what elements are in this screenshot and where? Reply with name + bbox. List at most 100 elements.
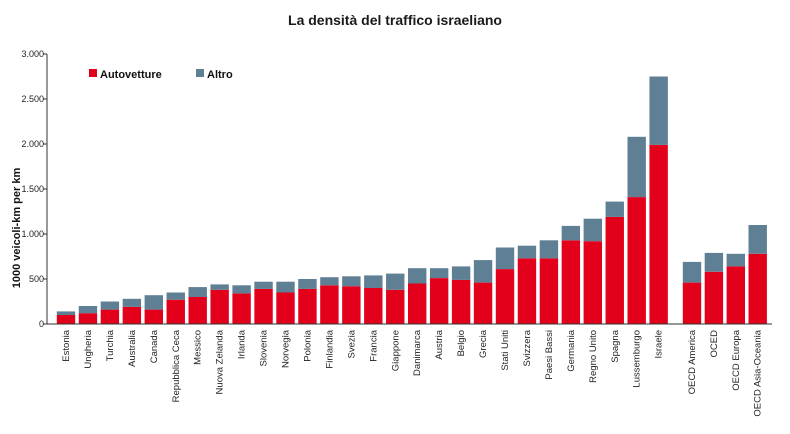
x-tick-label: Australia <box>127 329 138 367</box>
bar-autovetture <box>627 197 646 324</box>
legend-label-autovetture: Autovetture <box>100 69 162 81</box>
bar-altro <box>144 295 163 310</box>
x-tick-label: Polonia <box>302 329 313 361</box>
y-tick-label: 0 <box>39 319 44 329</box>
x-axis: Estonia Ungheria Turchia Australia Canada Rep… <box>47 323 772 417</box>
bar-autovetture <box>451 279 471 324</box>
bar-autovetture <box>605 216 624 324</box>
x-tick-label: OECD Asia-Oceania <box>753 329 764 416</box>
x-tick-label: Israele <box>654 330 665 359</box>
y-tick-label: 2.500 <box>21 94 44 104</box>
bar-altro <box>627 136 646 198</box>
bar-altro <box>232 285 251 294</box>
bar-autovetture <box>166 299 185 324</box>
bar-altro <box>188 287 207 297</box>
x-tick-label: Svezia <box>346 329 357 358</box>
x-tick-label: Lussemburgo <box>632 330 643 388</box>
x-tick-label: OCED <box>709 330 720 358</box>
bar-autovetture <box>495 269 515 324</box>
bar-altro <box>429 268 449 279</box>
bar-altro <box>682 261 702 283</box>
x-tick-label: Ungheria <box>83 329 94 368</box>
bar-autovetture <box>254 288 273 324</box>
y-tick-label: 2.000 <box>21 139 44 149</box>
x-tick-label: Grecia <box>478 329 489 358</box>
bar-altro <box>726 253 745 267</box>
bar-altro <box>386 273 405 290</box>
x-tick-label: Repubblica Ceca <box>171 329 182 402</box>
bar-autovetture <box>473 282 493 324</box>
plot-area <box>56 76 767 324</box>
bar-altro <box>451 266 471 280</box>
x-tick-label: Svizzera <box>522 329 533 366</box>
bar-autovetture <box>583 241 602 324</box>
legend-label-altro: Altro <box>207 69 233 81</box>
y-tick-label: 3.000 <box>21 49 44 59</box>
bar-altro <box>254 281 273 289</box>
x-tick-label: Canada <box>149 329 160 363</box>
bar-autovetture <box>144 309 163 324</box>
x-tick-label: Finlandia <box>324 329 335 368</box>
x-tick-label: Turchia <box>105 329 116 361</box>
x-tick-label: Stati Uniti <box>500 330 511 371</box>
legend: Autovetture Altro <box>89 69 233 81</box>
bar-autovetture <box>429 278 449 324</box>
bar-autovetture <box>100 309 120 324</box>
bar-altro <box>539 240 559 259</box>
bar-autovetture <box>188 297 207 324</box>
legend-swatch-autovetture <box>89 69 97 77</box>
bar-autovetture <box>649 144 668 324</box>
x-tick-label: Paesi Bassi <box>544 330 555 380</box>
x-tick-label: Austria <box>434 329 445 359</box>
bar-altro <box>517 245 537 259</box>
bar-autovetture <box>210 289 229 324</box>
bar-autovetture <box>386 289 405 324</box>
x-tick-label: Danimarca <box>412 329 423 376</box>
bar-altro <box>100 301 120 310</box>
y-tick-label: 1.500 <box>21 184 44 194</box>
bar-autovetture <box>539 258 559 324</box>
bar-autovetture <box>704 271 724 324</box>
chart-title: La densità del traffico israeliano <box>288 12 502 28</box>
bar-autovetture <box>56 315 76 324</box>
bar-autovetture <box>78 313 98 324</box>
bar-autovetture <box>364 288 383 324</box>
x-tick-label: Belgio <box>456 330 467 356</box>
x-tick-label: Nuova Zelanda <box>215 329 226 394</box>
bar-altro <box>561 225 581 241</box>
bar-altro <box>56 311 76 315</box>
bar-altro <box>78 306 98 314</box>
bar-autovetture <box>517 258 537 324</box>
bar-altro <box>605 201 624 217</box>
bar-autovetture <box>682 282 702 324</box>
bar-autovetture <box>342 286 361 324</box>
x-tick-label: Messico <box>193 330 204 365</box>
bar-autovetture <box>232 293 251 324</box>
bar-autovetture <box>561 240 581 324</box>
x-tick-label: Germania <box>566 329 577 371</box>
bar-autovetture <box>726 266 745 324</box>
bar-autovetture <box>408 283 427 324</box>
bar-altro <box>166 292 185 300</box>
bar-altro <box>408 268 427 284</box>
bar-altro <box>649 76 668 145</box>
bar-altro <box>276 281 295 293</box>
bar-autovetture <box>298 288 317 324</box>
x-tick-label: OECD America <box>687 329 698 394</box>
bar-autovetture <box>748 253 767 324</box>
bar-altro <box>298 279 317 289</box>
y-tick-label: 1.000 <box>21 229 44 239</box>
bar-autovetture <box>122 306 142 324</box>
x-tick-label: Slovenia <box>259 329 270 366</box>
x-tick-label: Regno Unito <box>588 330 599 383</box>
x-tick-label: OECD Europa <box>731 329 742 390</box>
bar-altro <box>320 277 339 286</box>
x-tick-label: Giappone <box>390 330 401 371</box>
bar-altro <box>583 218 602 242</box>
bar-altro <box>495 247 515 270</box>
y-tick-label: 500 <box>29 274 44 284</box>
x-tick-label: Irlanda <box>237 329 248 359</box>
bar-altro <box>364 275 383 288</box>
x-tick-label: Estonia <box>61 329 72 361</box>
